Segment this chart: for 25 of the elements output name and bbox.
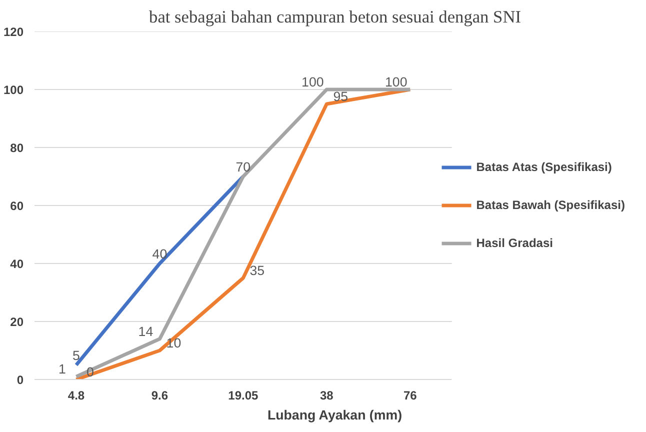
legend-label: Hasil Gradasi (476, 236, 553, 250)
data-label: 70 (236, 160, 251, 174)
x-tick-label: 4.8 (68, 388, 85, 402)
y-tick-label: 100 (3, 83, 24, 97)
y-tick-label: 20 (10, 315, 24, 329)
y-tick-label: 60 (10, 199, 24, 213)
x-tick-label: 19.05 (228, 388, 259, 402)
data-label: 5 (72, 348, 80, 363)
y-tick-label: 0 (16, 373, 24, 387)
x-tick-label: 9.6 (151, 388, 168, 402)
data-label: 14 (138, 324, 154, 339)
y-tick-label: 120 (3, 25, 24, 39)
y-tick-label: 80 (10, 141, 24, 155)
data-label: 100 (302, 74, 324, 90)
y-tick-label: 40 (10, 257, 24, 271)
data-label: 35 (250, 263, 265, 278)
x-tick-label: 38 (320, 388, 334, 402)
x-tick-label: 76 (403, 388, 418, 402)
legend-label: Batas Bawah (Spesifikasi) (476, 198, 625, 212)
data-label: 40 (152, 246, 168, 262)
x-axis-title: Lubang Ayakan (mm) (267, 408, 402, 422)
legend-label: Batas Atas (Spesifikasi) (476, 160, 612, 174)
text: bat sebagai bahan campuran beton sesuai dengan SNI (149, 8, 522, 26)
data-label: 1 (58, 362, 66, 377)
data-label: 100 (385, 74, 408, 90)
